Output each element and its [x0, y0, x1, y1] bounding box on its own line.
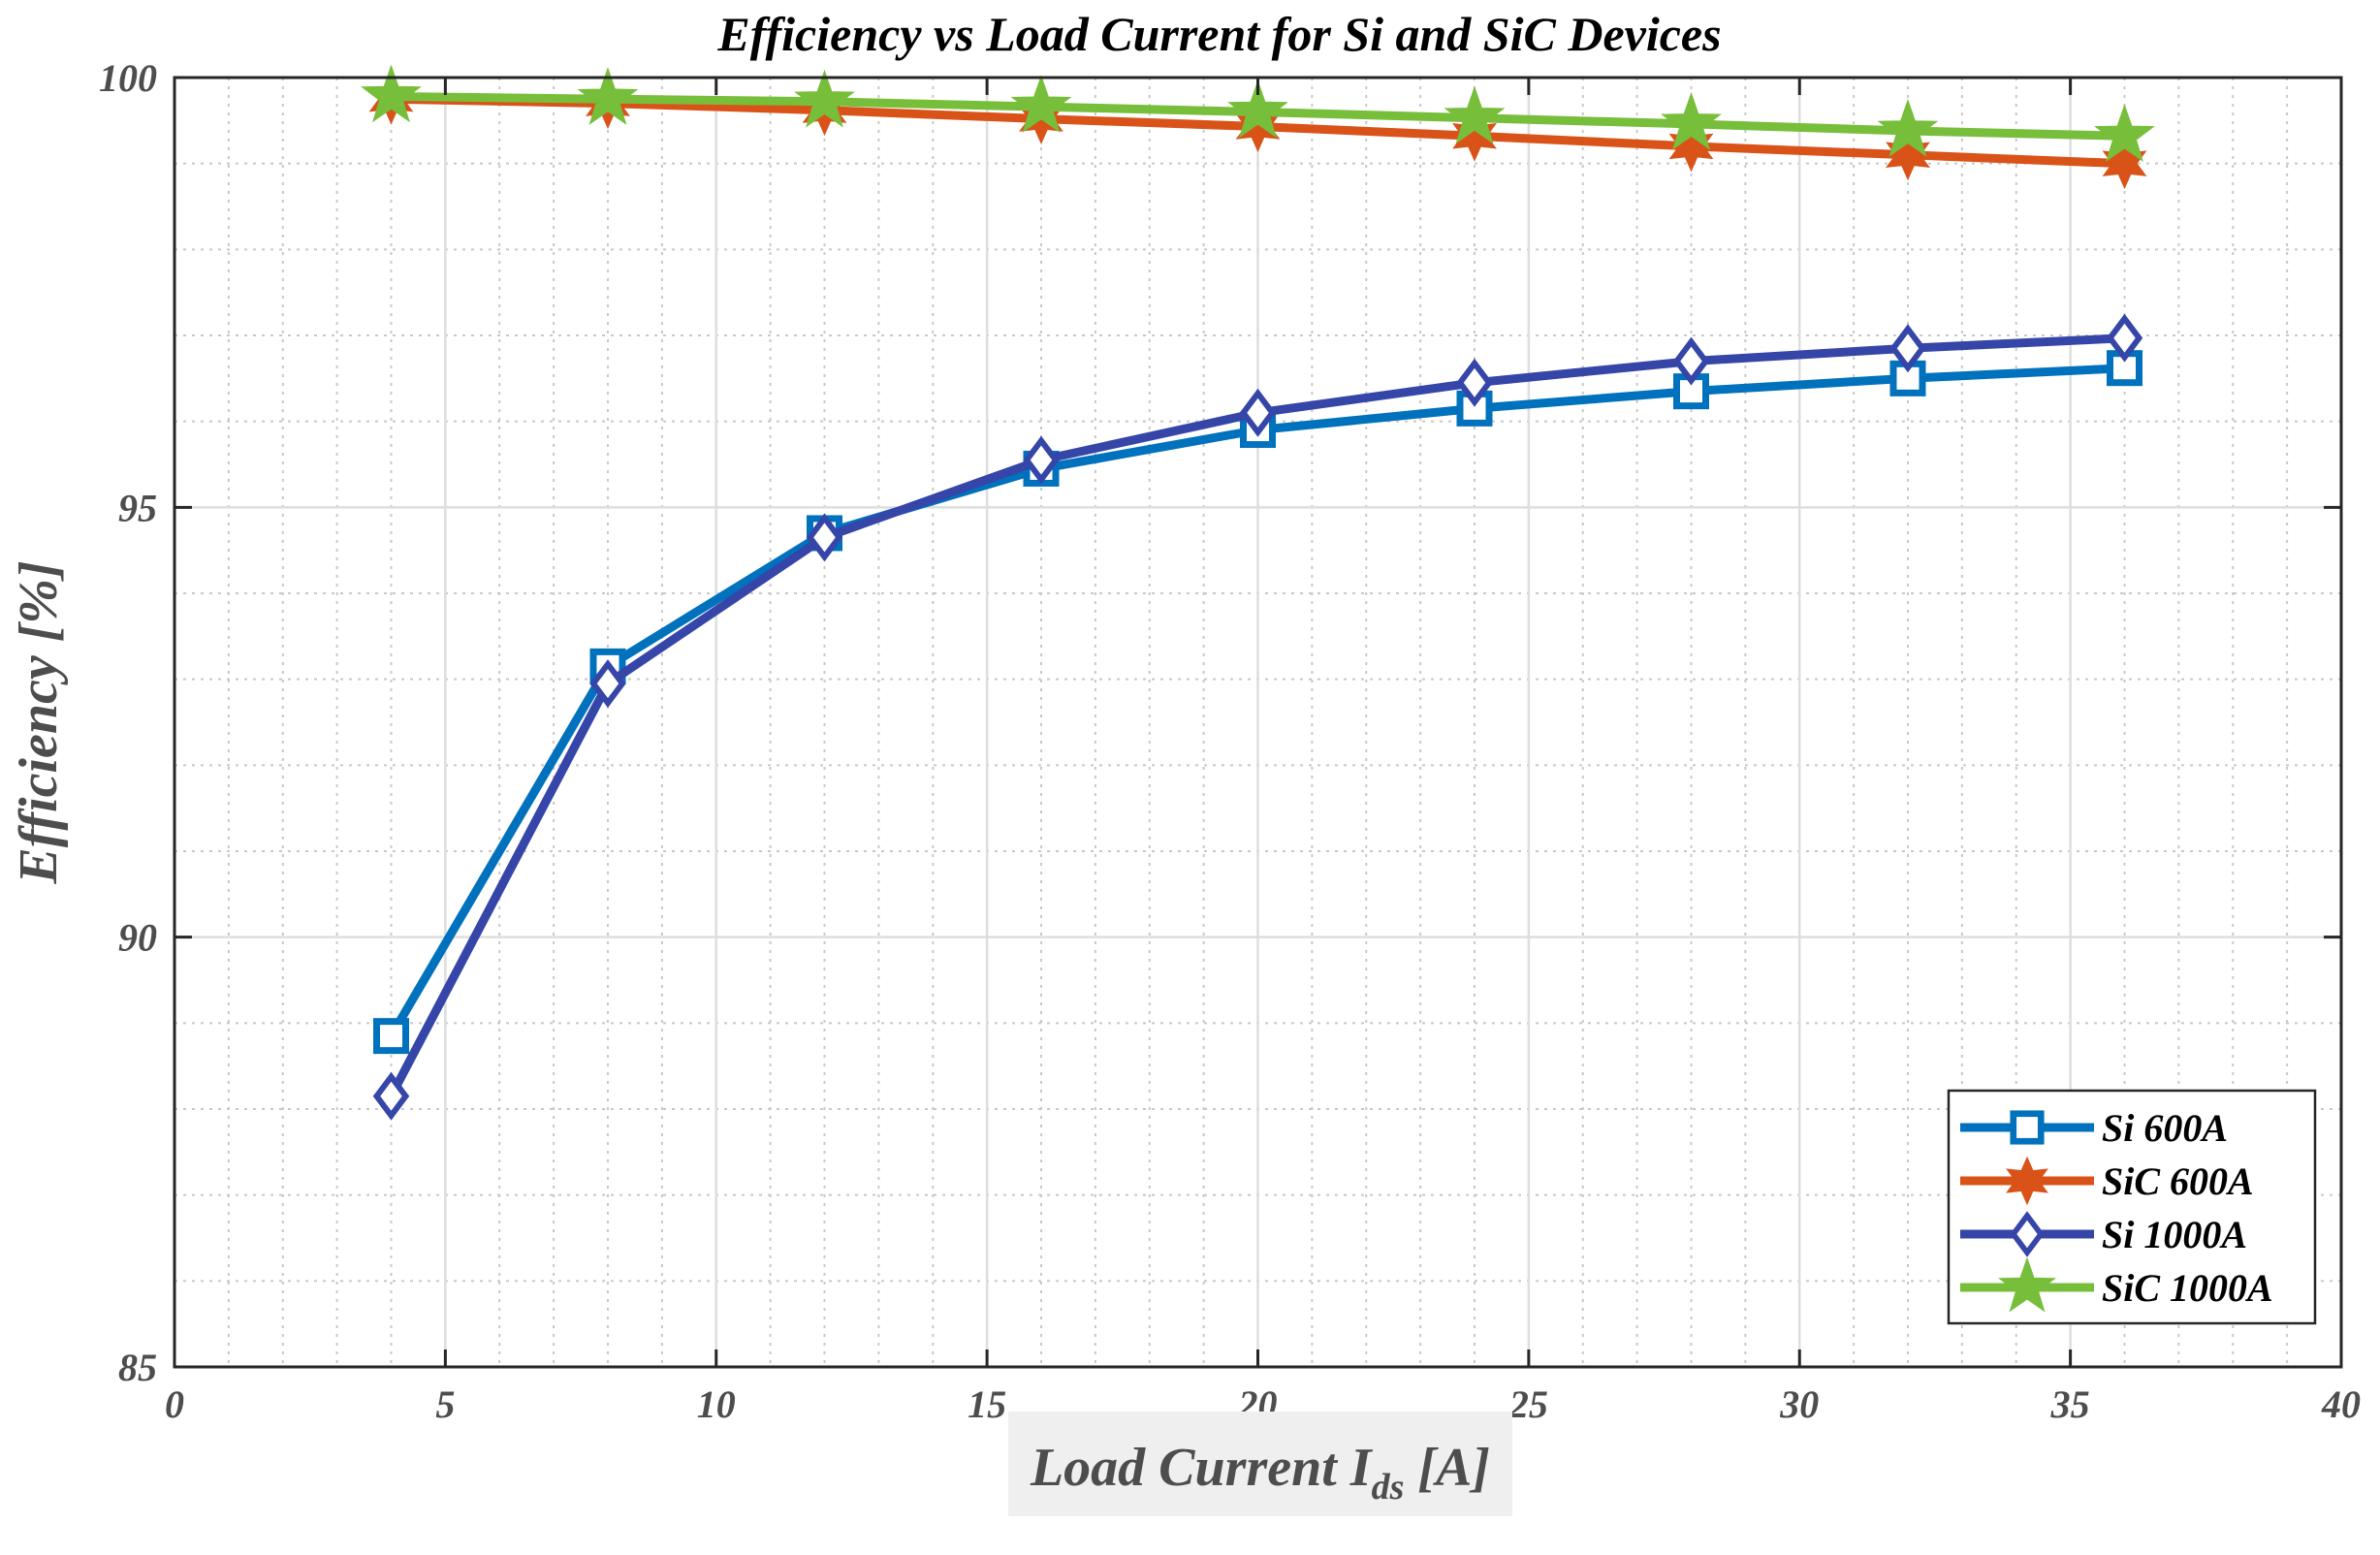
data-point-sic-1000a	[2094, 104, 2155, 163]
legend-label-si-600a: Si 600A	[2102, 1106, 2228, 1150]
x-axis-label-subscript: ds	[1372, 1467, 1405, 1507]
legend-entry-sic-1000a: SiC 1000A	[1960, 1256, 2273, 1313]
series-si-1000a	[372, 313, 2143, 1121]
data-point-sic-600a	[1668, 120, 1714, 173]
data-point-si-1000a	[1672, 336, 1710, 386]
x-tick-label: 35	[2050, 1382, 2090, 1426]
chart-title: Efficiency vs Load Current for Si and Si…	[716, 7, 1721, 61]
x-axis-label-background	[1008, 1412, 1512, 1516]
data-point-si-1000a	[2106, 313, 2143, 363]
data-point-sic-1000a	[1010, 75, 1072, 133]
data-point-sic-600a	[1452, 110, 1497, 162]
legend-marker-sic-600a	[2006, 1156, 2048, 1206]
y-tick-label: 85	[118, 1346, 157, 1389]
y-tick-labels: 85 90 95 100	[99, 56, 157, 1389]
data-point-si-1000a	[589, 659, 626, 709]
data-point-sic-600a	[1886, 129, 1930, 181]
data-point-si-1000a	[1889, 324, 1926, 373]
data-point-sic-1000a	[361, 64, 422, 123]
legend-marker-si-600a	[2010, 1110, 2045, 1145]
legend: Si 600A SiC 600A Si 1000A SiC 1000A	[1947, 1089, 2317, 1325]
series-layer	[361, 64, 2155, 1121]
x-tick-label: 30	[1779, 1382, 1819, 1426]
data-point-sic-600a	[2102, 138, 2147, 190]
x-tick-labels: 0 5 10 15 20 25 30 35 40	[165, 1382, 2361, 1426]
x-tick-label: 40	[2321, 1382, 2361, 1426]
data-point-sic-1000a	[1877, 98, 1939, 157]
x-tick-label: 25	[1508, 1382, 1548, 1426]
legend-label-sic-600a: SiC 600A	[2102, 1159, 2254, 1203]
y-tick-label: 90	[118, 916, 157, 960]
data-point-sic-1000a	[794, 69, 855, 128]
data-point-sic-1000a	[577, 67, 639, 125]
data-point-si-1000a	[806, 513, 843, 562]
legend-entry-si-1000a: Si 1000A	[1960, 1211, 2247, 1257]
y-tick-label: 100	[99, 56, 157, 100]
series-sic-1000a	[361, 64, 2155, 163]
x-tick-label: 5	[435, 1382, 455, 1426]
x-tick-label: 15	[968, 1382, 1006, 1426]
data-point-si-1000a	[1023, 435, 1060, 485]
x-tick-label: 0	[165, 1382, 184, 1426]
y-axis-label: Efficiency [%]	[9, 560, 69, 884]
data-point-sic-1000a	[1227, 79, 1288, 139]
legend-entry-si-600a: Si 600A	[1960, 1106, 2228, 1150]
legend-marker-sic-1000a	[1997, 1256, 2057, 1313]
data-point-sic-1000a	[1444, 85, 1506, 144]
legend-marker-si-1000a	[2010, 1211, 2045, 1257]
legend-entry-sic-600a: SiC 600A	[1960, 1156, 2254, 1206]
data-point-si-1000a	[1456, 358, 1493, 407]
x-axis-label: Load Current Ids [A]	[1030, 1438, 1490, 1507]
x-tick-label: 10	[697, 1382, 736, 1426]
tick-marks	[173, 76, 2343, 1369]
x-axis-label-main: Load Current I	[1030, 1438, 1374, 1498]
data-point-si-1000a	[1239, 388, 1277, 437]
y-tick-label: 95	[118, 486, 157, 529]
data-point-si-1000a	[372, 1071, 410, 1121]
legend-label-sic-1000a: SiC 1000A	[2102, 1266, 2273, 1310]
x-axis-label-suffix: [A]	[1404, 1438, 1490, 1498]
data-point-sic-1000a	[1661, 91, 1722, 150]
data-point-si-600a	[373, 1018, 409, 1055]
legend-label-si-1000a: Si 1000A	[2102, 1213, 2247, 1256]
